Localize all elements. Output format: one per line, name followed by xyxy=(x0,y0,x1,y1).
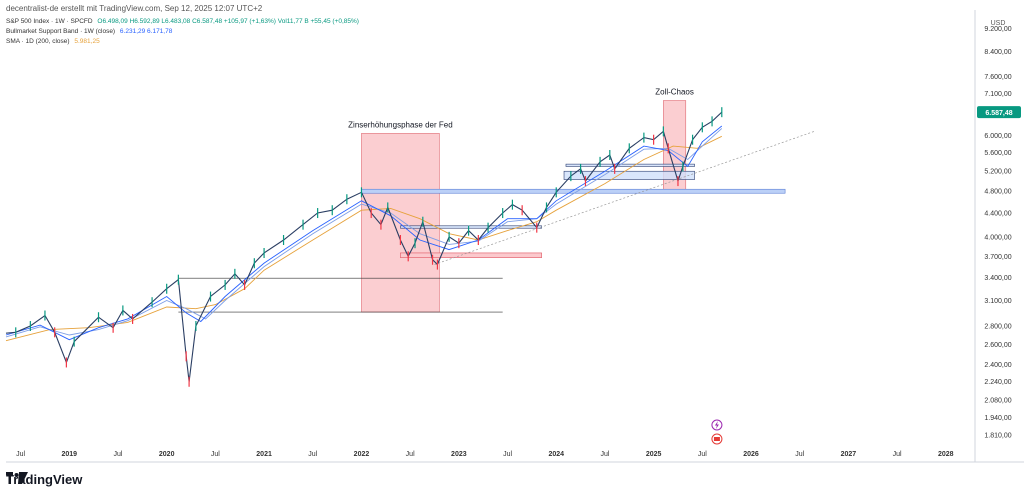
lightning-glyph-icon xyxy=(714,421,719,429)
legend-symbol[interactable]: S&P 500 Index · 1W · SPCFD xyxy=(6,18,93,25)
x-tick-label: 2022 xyxy=(354,451,370,458)
x-tick-label: 2026 xyxy=(743,451,759,458)
series-line-sma xyxy=(5,135,722,342)
last-price-tag xyxy=(977,106,1021,119)
y-tick-label: 2.080,00 xyxy=(984,398,1011,405)
legend-band-label[interactable]: Bullmarket Support Band · 1W (close) xyxy=(6,28,116,35)
y-tick-label: 4.000,00 xyxy=(984,234,1011,241)
y-tick-label: 5.200,00 xyxy=(984,169,1011,176)
legend-band-row: Bullmarket Support Band · 1W (close) 6.2… xyxy=(6,28,172,35)
x-tick-label: 2020 xyxy=(159,451,175,458)
y-tick-label: 2.800,00 xyxy=(984,323,1011,330)
y-tick-label: 6.000,00 xyxy=(984,133,1011,140)
y-tick-label: 4.800,00 xyxy=(984,189,1011,196)
y-tick-label: 9.200,00 xyxy=(984,26,1011,33)
resistance-box xyxy=(400,252,542,258)
x-tick-label: Jul xyxy=(600,451,609,458)
x-tick-label: Jul xyxy=(406,451,415,458)
x-tick-label: Jul xyxy=(308,451,317,458)
support-box xyxy=(565,163,695,167)
x-tick-label: 2019 xyxy=(62,451,78,458)
x-tick-label: Jul xyxy=(795,451,804,458)
y-tick-label: 1.810,00 xyxy=(984,432,1011,439)
x-tick-label: 2027 xyxy=(841,451,857,458)
chart-attribution: decentralist-de erstellt mit TradingView… xyxy=(6,4,263,13)
y-tick-label: 3.100,00 xyxy=(984,298,1011,305)
x-tick-label: Jul xyxy=(211,451,220,458)
y-tick-label: 4.400,00 xyxy=(984,210,1011,217)
x-tick-label: 2028 xyxy=(938,451,954,458)
y-tick-label: 1.940,00 xyxy=(984,415,1011,422)
legend-symbol-row: S&P 500 Index · 1W · SPCFD O6.498,09 H6.… xyxy=(6,18,359,25)
x-tick-label: 2025 xyxy=(646,451,662,458)
y-tick-label: 2.400,00 xyxy=(984,362,1011,369)
support-band-level xyxy=(361,188,786,194)
legend-sma-label[interactable]: SMA · 1D (200, close) xyxy=(6,38,70,45)
y-tick-label: 7.100,00 xyxy=(984,91,1011,98)
support-box xyxy=(563,170,695,180)
y-tick-label: 3.700,00 xyxy=(984,254,1011,261)
x-tick-label: 2023 xyxy=(451,451,467,458)
y-tick-label: 3.400,00 xyxy=(984,275,1011,282)
y-tick-label: 8.400,00 xyxy=(984,49,1011,56)
series-line-price xyxy=(5,111,723,382)
legend-band-values: 6.231,29 6.171,78 xyxy=(119,28,173,35)
y-tick-label: 7.600,00 xyxy=(984,74,1011,81)
legend-sma-row: SMA · 1D (200, close) 5.981,25 xyxy=(6,38,100,45)
y-tick-label: 2.240,00 xyxy=(984,379,1011,386)
x-tick-label: 2021 xyxy=(256,451,272,458)
last-price-label: 6.587,48 xyxy=(985,110,1012,117)
x-tick-label: Jul xyxy=(893,451,902,458)
legend-sma-value: 5.981,25 xyxy=(74,38,100,45)
tradingview-footer: TradingView xyxy=(6,472,82,487)
x-tick-label: Jul xyxy=(114,451,123,458)
trend-line xyxy=(434,131,815,265)
x-tick-label: Jul xyxy=(698,451,707,458)
legend-ohlc: O6.498,09 H6.592,89 L6.483,08 C6.587,48 … xyxy=(97,18,359,25)
y-tick-label: 2.600,00 xyxy=(984,342,1011,349)
tradingview-logo-icon xyxy=(6,472,28,484)
x-tick-label: Jul xyxy=(16,451,25,458)
x-tick-label: Jul xyxy=(503,451,512,458)
x-tick-label: 2024 xyxy=(548,451,564,458)
annotation-label: Zoll-Chaos xyxy=(655,88,694,97)
series-line-band_slow xyxy=(5,128,723,338)
currency-label: USD xyxy=(991,20,1006,27)
y-tick-label: 5.600,00 xyxy=(984,150,1011,157)
flag-glyph-icon xyxy=(713,437,720,441)
annotation-zone xyxy=(361,133,440,313)
annotation-label: Zinserhöhungsphase der Fed xyxy=(348,120,453,129)
